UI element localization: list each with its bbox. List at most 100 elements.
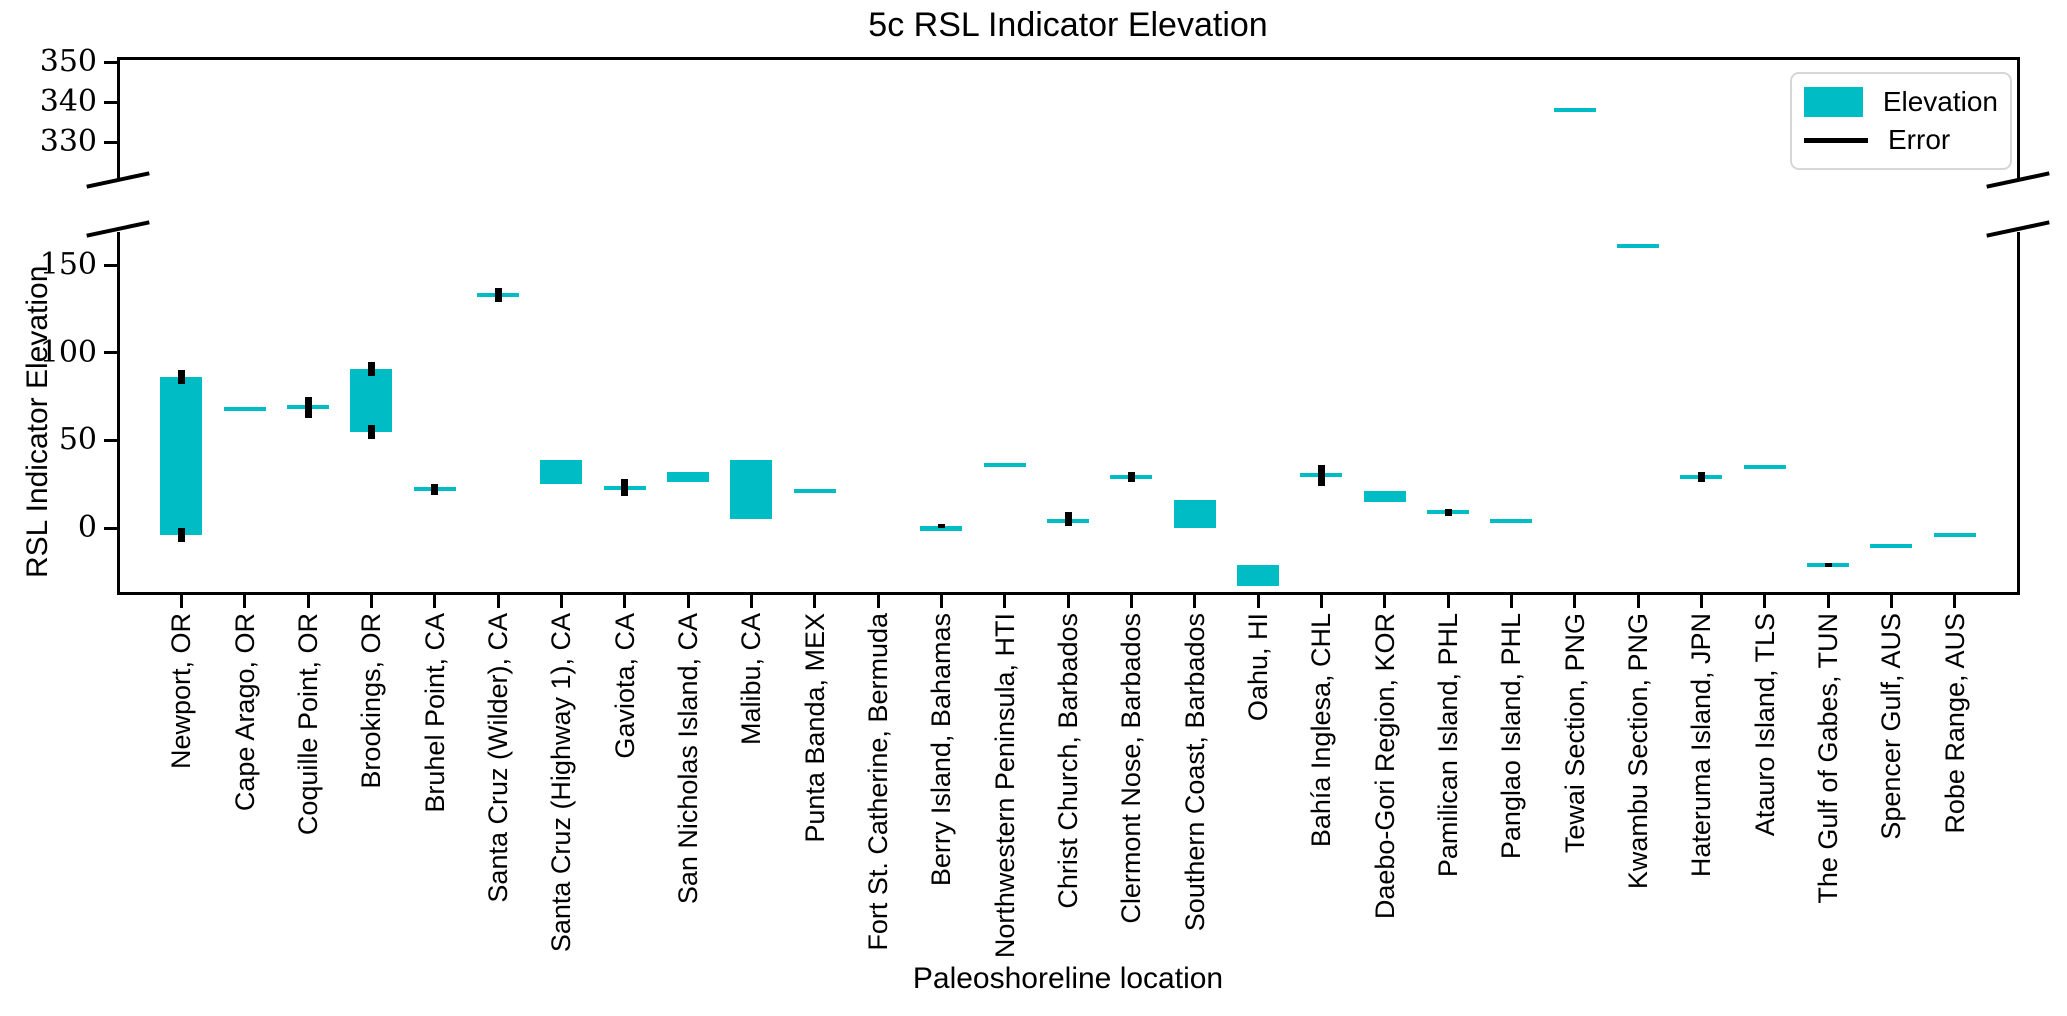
axis-panel-top (116, 56, 2020, 180)
elevation-bar (540, 459, 583, 485)
error-line-swatch-icon (1804, 137, 1868, 143)
elevation-bar (223, 406, 266, 411)
elevation-bar (1743, 464, 1786, 469)
x-tick (1826, 594, 1830, 608)
x-tick-label: Malibu, CA (736, 613, 767, 746)
x-tick (1763, 594, 1767, 608)
x-tick (243, 594, 247, 608)
x-tick (1129, 594, 1133, 608)
elevation-bar (793, 489, 836, 494)
x-tick (496, 594, 500, 608)
elevation-bar (1933, 533, 1976, 537)
x-tick-label: Bruhel Point, CA (419, 613, 450, 813)
x-tick-label: Santa Cruz (Highway 1), CA (546, 613, 577, 953)
x-tick-label: Robe Range, AUS (1939, 613, 1970, 834)
error-bar-high (1697, 471, 1705, 483)
elevation-bar (1490, 518, 1533, 523)
elevation-bar (1363, 491, 1406, 502)
x-tick (623, 594, 627, 608)
x-tick-label: Newport, OR (166, 613, 197, 770)
x-tick-label: The Gulf of Gabes, TUN (1813, 613, 1843, 904)
x-tick (1446, 594, 1450, 608)
x-tick (813, 594, 817, 608)
x-tick-label: Santa Cruz (Wilder), CA (483, 613, 513, 903)
error-bar-high (1127, 471, 1135, 483)
x-tick (749, 594, 753, 608)
error-bar-high (937, 524, 945, 529)
x-tick (1256, 594, 1260, 608)
x-axis-label: Paleoshoreline location (912, 962, 1224, 995)
elevation-bar (1237, 564, 1279, 586)
x-tick (433, 594, 437, 608)
x-tick-label: Southern Coast, Barbados (1179, 613, 1210, 932)
elevation-bar (1173, 499, 1216, 528)
legend-label-error: Error (1888, 124, 1951, 156)
x-tick-label: Daebo-Gori Region, KOR (1369, 613, 1400, 920)
chart-title: 5c RSL Indicator Elevation (868, 6, 1268, 44)
axis-panel-bottom (116, 232, 2020, 595)
x-tick (686, 594, 690, 608)
y-tick (104, 140, 118, 144)
x-tick-label: Coquille Point, OR (293, 613, 323, 836)
error-bar-high (494, 288, 502, 303)
y-tick-label: 50 (58, 422, 97, 458)
y-tick (104, 351, 118, 355)
legend: Elevation Error (1790, 72, 2012, 170)
error-bar-high (177, 370, 185, 385)
y-tick (104, 438, 118, 442)
elevation-bar (730, 459, 773, 520)
x-tick-label: Clermont Nose, Barbados (1116, 613, 1147, 924)
elevation-bar (160, 377, 203, 535)
x-tick-label: Panglao Island, PHL (1496, 613, 1527, 860)
x-tick (1953, 594, 1957, 608)
elevation-swatch-icon (1804, 86, 1863, 117)
x-tick (369, 594, 373, 608)
x-tick (1889, 594, 1893, 608)
legend-label-elevation: Elevation (1882, 85, 1998, 117)
elevation-bar (920, 526, 963, 532)
x-tick (1066, 594, 1070, 608)
x-tick-label: Hateruma Island, JPN (1686, 613, 1717, 878)
x-tick (179, 594, 183, 608)
error-bar-high (367, 361, 375, 376)
x-tick (1319, 594, 1323, 608)
y-tick-label: 100 (39, 334, 97, 370)
error-bar-high (1444, 508, 1452, 516)
error-bar-high (621, 478, 629, 497)
x-tick-label: Punta Banda, MEX (799, 613, 830, 843)
y-tick (104, 526, 118, 530)
error-bar-high (304, 396, 312, 418)
x-tick (939, 594, 943, 608)
y-tick (104, 263, 118, 267)
y-tick-label: 350 (39, 44, 97, 79)
y-tick-label: 0 (77, 510, 97, 545)
y-tick-label: 330 (39, 124, 97, 159)
x-tick-label: Fort St. Catherine, Bermuda (863, 613, 893, 951)
y-tick-label: 340 (39, 84, 97, 119)
x-tick (1699, 594, 1703, 608)
legend-item-elevation: Elevation (1804, 85, 1998, 117)
x-tick (1383, 594, 1387, 608)
x-tick-label: Tewai Section, PNG (1559, 613, 1590, 854)
elevation-bar (350, 368, 393, 432)
error-bar-high (1317, 464, 1325, 486)
x-tick (1636, 594, 1640, 608)
x-tick-label: Cape Arago, OR (229, 613, 260, 812)
x-tick-label: Kwambu Section, PNG (1623, 613, 1653, 890)
x-tick-label: San Nicholas Island, CA (673, 613, 703, 905)
error-bar-low (177, 528, 185, 542)
error-bar-low (367, 424, 375, 439)
elevation-bar (1870, 543, 1913, 548)
x-tick (1573, 594, 1577, 608)
x-tick-label: Spencer Gulf, AUS (1876, 613, 1907, 840)
elevation-bar (1617, 244, 1659, 249)
error-bar-high (1824, 563, 1832, 568)
elevation-bar (983, 462, 1026, 467)
x-tick-label: Pamilican Island, PHL (1433, 613, 1463, 878)
x-tick-label: Christ Church, Barbados (1053, 613, 1083, 909)
x-tick-label: Gaviota, CA (609, 613, 640, 759)
x-tick-label: Oahu, HI (1243, 613, 1273, 722)
error-bar-high (1064, 512, 1072, 527)
x-tick-label: Brookings, OR (356, 613, 387, 789)
